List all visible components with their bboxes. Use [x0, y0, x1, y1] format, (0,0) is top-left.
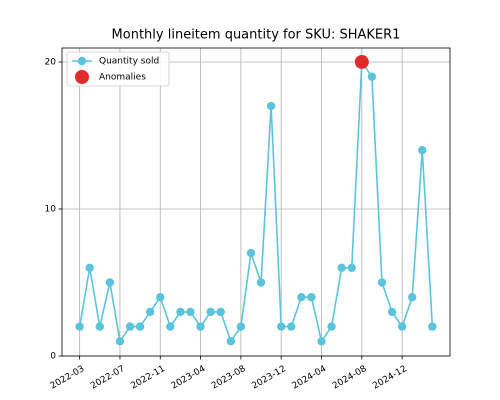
legend-box — [66, 51, 170, 87]
data-point — [367, 72, 377, 81]
data-point — [307, 292, 316, 302]
data-point — [105, 278, 115, 287]
data-point — [337, 263, 346, 272]
data-point — [75, 322, 84, 331]
data-point — [85, 263, 94, 272]
data-point — [246, 248, 256, 258]
data-point — [317, 337, 326, 346]
data-point — [297, 292, 306, 302]
data-point — [115, 337, 125, 346]
chart-title: Monthly lineitem quantity for SKU: SHAKE… — [112, 28, 401, 43]
data-point — [135, 322, 145, 331]
data-point — [287, 322, 296, 331]
data-point — [327, 322, 336, 331]
data-point — [95, 322, 104, 331]
data-point — [418, 145, 427, 155]
plot-frame — [61, 47, 451, 357]
data-point — [176, 307, 185, 317]
data-point — [428, 322, 437, 331]
data-point — [186, 307, 195, 317]
y-tick-label: 20 — [45, 57, 57, 67]
y-tick-label: 10 — [45, 204, 57, 214]
legend-marker — [75, 70, 89, 84]
data-point — [377, 278, 387, 287]
data-point — [156, 292, 165, 302]
data-point — [397, 322, 407, 331]
data-point — [266, 101, 276, 111]
data-point — [206, 307, 215, 317]
data-point — [145, 307, 155, 317]
data-point — [236, 322, 246, 331]
data-point — [387, 307, 397, 317]
legend-label: Anomalies — [99, 73, 146, 83]
data-point — [166, 322, 175, 331]
data-point — [216, 307, 225, 317]
legend-label: Quantity sold — [99, 57, 159, 67]
data-point — [276, 322, 286, 331]
data-point — [196, 322, 205, 331]
data-point — [256, 278, 266, 287]
data-point — [347, 263, 356, 272]
anomaly-point — [354, 54, 369, 69]
y-tick-label: 0 — [50, 352, 56, 362]
data-point — [226, 337, 236, 346]
legend-marker — [77, 56, 87, 66]
data-point — [408, 292, 417, 302]
data-point — [125, 322, 135, 331]
